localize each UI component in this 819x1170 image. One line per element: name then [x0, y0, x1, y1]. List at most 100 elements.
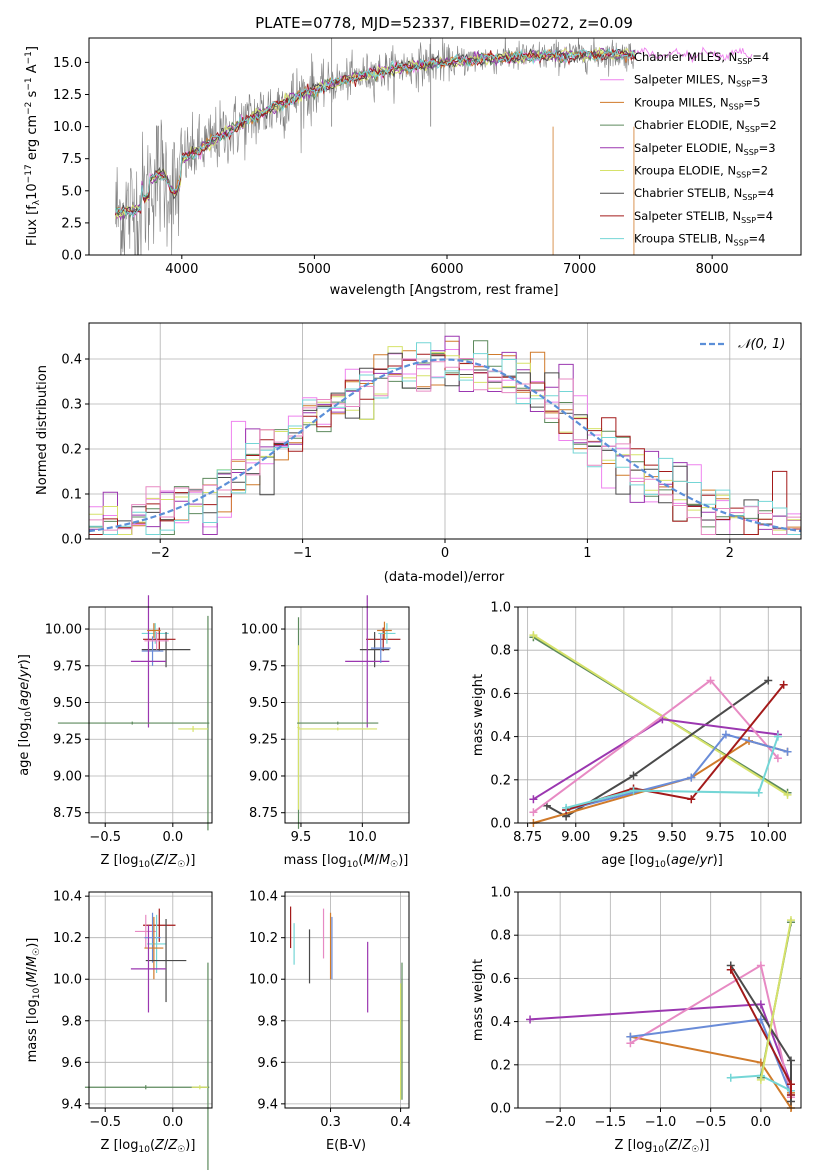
mass-weight-series: [529, 676, 782, 817]
y-tick-label: 9.4: [257, 1097, 278, 1112]
spectrum-title: PLATE=0778, MJD=52337, FIBERID=0272, z=0…: [255, 14, 633, 32]
mass-weight-series: [529, 736, 792, 827]
model-spectrum: [115, 47, 636, 218]
y-tick-label: 1.0: [490, 886, 511, 901]
y-tick-label: 10.2: [53, 931, 82, 946]
series-marker: [529, 795, 538, 804]
y-tick-label: 1.0: [490, 601, 511, 616]
series-marker: [786, 1080, 795, 1089]
gaussian-legend-label: 𝒩(0, 1): [738, 337, 785, 352]
y-tick-label: 0.6: [490, 687, 511, 702]
y-tick-label: 9.00: [53, 769, 82, 784]
residual-histogram: [89, 342, 801, 535]
legend-label: Salpeter ELODIE, NSSP=3: [634, 141, 776, 157]
massweight-vs-metallicity-panel: −2.0 −1.5 −1.0 −0.5 0.0 0.0 0.2 0.4 0.6 0.8 1.0 Z …: [471, 886, 802, 1155]
errorbar-point: [84, 1085, 207, 1090]
y-tick-label: 5.0: [61, 184, 82, 199]
residual-xlabel: (data-model)/error: [384, 570, 505, 585]
massweight-vs-metallicity-axes: −2.0 −1.5 −1.0 −0.5 0.0 0.0 0.2 0.4 0.6 0.8 1.0: [490, 886, 802, 1130]
x-tick-label: −1.0: [645, 1115, 677, 1130]
errorbar-point: [366, 627, 401, 652]
massweight-vs-age-panel: 8.75 9.00 9.25 9.50 9.75 10.00 0.0 0.2 0.4 0.6 0.8…: [471, 601, 802, 870]
x-tick-label: 0.0: [162, 830, 183, 845]
y-tick-label: 9.6: [257, 1056, 278, 1071]
y-tick-label: 9.6: [61, 1056, 82, 1071]
axes-frame: [284, 891, 410, 1109]
x-tick-label: −0.5: [89, 1115, 121, 1130]
x-tick-label: −1: [293, 546, 312, 561]
y-tick-label: 0.0: [61, 533, 82, 548]
legend-label: Kroupa MILES, NSSP=5: [634, 95, 760, 111]
series-marker: [526, 1015, 535, 1024]
y-tick-label: 10.2: [249, 931, 278, 946]
grid: [89, 892, 212, 1108]
series-marker: [783, 790, 792, 799]
series-line: [532, 634, 789, 796]
y-tick-label: 9.25: [53, 733, 82, 748]
age-vs-mass-xlabel: mass [log10(M/M☉)]: [284, 853, 409, 870]
mass-vs-extinction-axes: 0.3 0.4 9.4 9.6 9.8 10.0 10.2 10.4: [249, 890, 411, 1130]
errorbar-point: [130, 925, 167, 1013]
x-tick-label: 0: [441, 546, 449, 561]
errorbar-point: [297, 721, 379, 725]
y-tick-label: 9.25: [249, 733, 278, 748]
series-marker: [721, 730, 730, 739]
y-tick-label: 8.75: [53, 806, 82, 821]
mass-vs-extinction-xlabel: E(B-V): [326, 1138, 366, 1153]
spectrum-panel: PLATE=0778, MJD=52337, FIBERID=0272, z=0…: [24, 14, 802, 298]
series-marker: [629, 771, 638, 780]
x-tick-label: 6000: [430, 262, 463, 277]
mass-weight-series: [562, 730, 792, 815]
axes-frame: [88, 891, 213, 1109]
y-tick-label: 10.0: [53, 973, 82, 988]
y-tick-label: 0.4: [490, 730, 511, 745]
y-tick-label: 0.0: [490, 1102, 511, 1117]
errorbar-point: [147, 914, 167, 973]
massweight-vs-age-ylabel: mass weight: [471, 674, 486, 756]
residual-legend: 𝒩(0, 1): [700, 337, 785, 352]
x-tick-label: 0.3: [320, 1115, 341, 1130]
massweight-vs-metallicity-xlabel: Z [log10(Z/Z☉)]: [615, 1138, 710, 1155]
x-tick-label: 1: [583, 546, 591, 561]
y-tick-label: 9.8: [61, 1014, 82, 1029]
mass-weight-series: [756, 916, 795, 1084]
axes-frame: [517, 891, 802, 1109]
series-marker: [687, 773, 696, 782]
y-tick-label: 7.5: [61, 152, 82, 167]
y-tick-label: 8.75: [249, 806, 278, 821]
errorbar-point: [298, 727, 378, 731]
massweight-vs-metallicity-ylabel: mass weight: [471, 959, 486, 1041]
x-tick-label: 5000: [298, 262, 331, 277]
massweight-vs-age-xlabel: age [log10(age/yr)]: [601, 853, 723, 870]
series-marker: [562, 803, 571, 812]
model-spectrum: [115, 48, 636, 217]
y-tick-label: 0.3: [61, 398, 82, 413]
grid: [285, 892, 409, 1108]
massweight-vs-age-axes: 8.75 9.00 9.25 9.50 9.75 10.00 0.0 0.2 0.4 0.6 0.8…: [490, 601, 802, 845]
y-tick-label: 0.8: [490, 929, 511, 944]
mass-vs-metallicity-xlabel: Z [log10(Z/Z☉)]: [101, 1138, 196, 1155]
errorbar-point: [370, 633, 391, 663]
mass-vs-metallicity-axes: −0.5 0.0 9.4 9.6 9.8 10.0 10.2 10.4: [53, 890, 213, 1130]
mass-vs-metallicity-ylabel: mass [log10(M/M☉)]: [25, 938, 42, 1063]
y-tick-label: 0.4: [490, 1015, 511, 1030]
y-tick-label: 10.0: [249, 973, 278, 988]
series-line: [546, 679, 769, 818]
errorbar-point: [178, 726, 208, 732]
mass-weight-series: [726, 965, 795, 1100]
y-tick-label: 9.50: [249, 696, 278, 711]
series-marker: [779, 680, 788, 689]
x-tick-label: −0.5: [89, 830, 121, 845]
age-vs-metallicity-axes: −0.5 0.0 8.75 9.00 9.25 9.50 9.75 10.00: [45, 606, 213, 845]
y-tick-label: 9.00: [249, 769, 278, 784]
residual-axes: −2 −1 0 1 2 0.0 0.1 0.2 0.3 0.4: [61, 322, 802, 561]
y-tick-label: 0.2: [490, 773, 511, 788]
x-tick-label: −0.5: [695, 1115, 727, 1130]
mass-vs-metallicity-panel: −0.5 0.0 9.4 9.6 9.8 10.0 10.2 10.4 Z [log10(Z/…: [25, 890, 213, 1170]
legend-label: Chabrier STELIB, NSSP=4: [634, 186, 774, 202]
errorbar-point: [191, 1085, 208, 1090]
y-tick-label: 0.8: [490, 644, 511, 659]
x-tick-label: 0.0: [162, 1115, 183, 1130]
y-tick-label: 2.5: [61, 216, 82, 231]
x-tick-label: 4000: [165, 262, 198, 277]
